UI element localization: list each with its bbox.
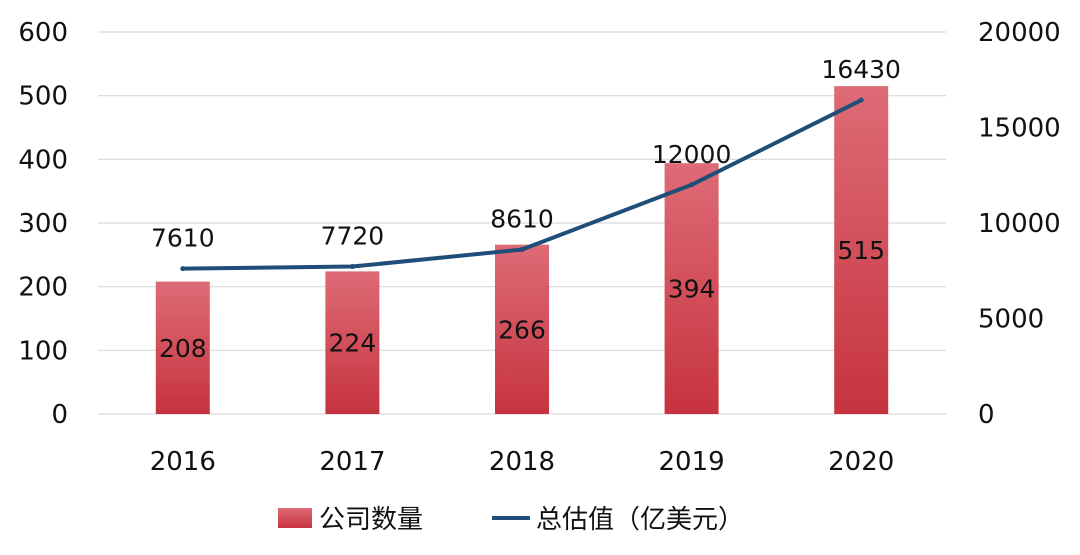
line-value-label: 7720 xyxy=(321,222,385,251)
right-tick-label: 20000 xyxy=(978,18,1061,48)
valuation-line xyxy=(180,97,864,272)
line-point xyxy=(858,97,864,103)
category-label: 2018 xyxy=(489,447,555,477)
left-tick-label: 300 xyxy=(18,209,68,239)
bars xyxy=(155,86,889,414)
bar-value-label: 394 xyxy=(668,275,716,304)
data-labels: 208 224 266 394 515 7610 7720 8610 12000 16430 xyxy=(151,55,901,363)
left-axis: 0 100 200 300 400 500 600 xyxy=(18,18,68,430)
line-point xyxy=(519,247,525,253)
right-tick-label: 0 xyxy=(978,400,995,430)
left-tick-label: 500 xyxy=(18,82,68,112)
line-point xyxy=(689,182,695,188)
left-tick-label: 0 xyxy=(51,400,68,430)
bar-value-label: 515 xyxy=(837,236,885,265)
legend-bar-label: 公司数量 xyxy=(319,505,423,535)
right-tick-label: 15000 xyxy=(978,114,1061,144)
left-tick-label: 100 xyxy=(18,336,68,366)
line-point xyxy=(180,266,186,272)
x-axis: 2016 2017 2018 2019 2020 xyxy=(150,447,895,477)
left-tick-label: 600 xyxy=(18,18,68,48)
bar-2016 xyxy=(155,281,210,414)
line-value-label: 16430 xyxy=(821,55,901,84)
right-axis: 0 5000 10000 15000 20000 xyxy=(978,18,1061,430)
category-label: 2020 xyxy=(828,447,894,477)
right-tick-label: 10000 xyxy=(978,209,1061,239)
line-value-label: 12000 xyxy=(652,140,732,169)
bar-2017 xyxy=(325,271,380,414)
bar-value-label: 224 xyxy=(329,329,377,358)
category-label: 2017 xyxy=(319,447,385,477)
line-value-label: 7610 xyxy=(151,224,215,253)
category-label: 2016 xyxy=(150,447,216,477)
bar-2019 xyxy=(664,163,719,414)
legend-bar-swatch xyxy=(278,508,312,528)
left-tick-label: 200 xyxy=(18,273,68,303)
line-value-label: 8610 xyxy=(490,205,554,234)
legend: 公司数量 总估值（亿美元） xyxy=(278,505,744,535)
category-label: 2019 xyxy=(659,447,725,477)
right-tick-label: 5000 xyxy=(978,305,1044,335)
valuation-line-path xyxy=(180,98,864,271)
bar-value-label: 266 xyxy=(498,315,546,344)
bar-value-label: 208 xyxy=(159,334,207,363)
bar-2018 xyxy=(495,244,549,414)
left-tick-label: 400 xyxy=(18,145,68,175)
bar-2020 xyxy=(834,86,889,414)
legend-line-label: 总估值（亿美元） xyxy=(536,505,744,535)
line-point xyxy=(349,264,355,270)
